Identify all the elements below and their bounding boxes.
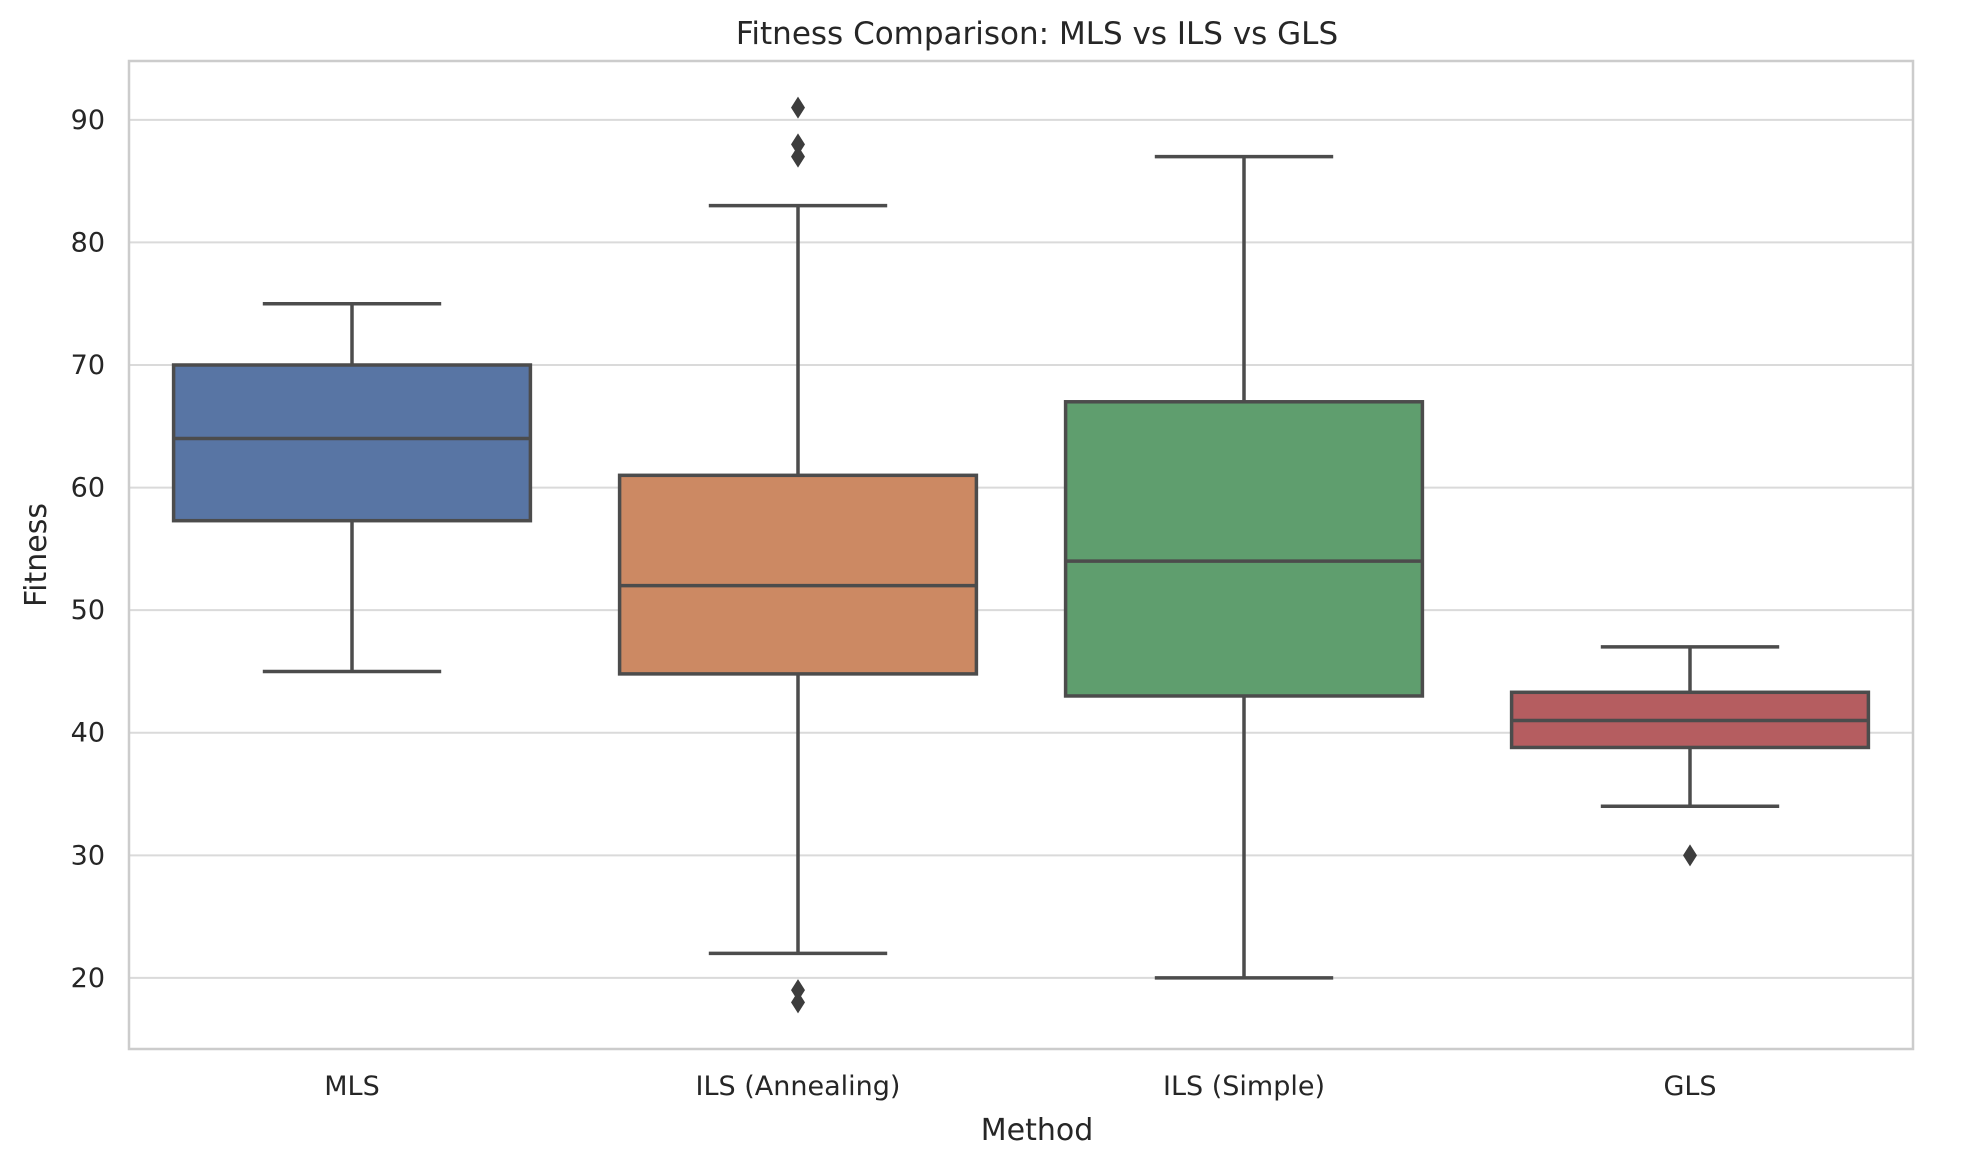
grid — [129, 118, 1913, 979]
boxes — [171, 96, 1871, 1014]
outlier-point — [791, 133, 805, 156]
outlier-point — [791, 145, 805, 168]
box-group — [1063, 154, 1425, 980]
outlier-point — [1683, 844, 1697, 867]
box-group — [617, 96, 979, 1014]
outlier-point — [791, 96, 805, 119]
x-tick-label: GLS — [1663, 1071, 1716, 1102]
x-tick-label: ILS (Simple) — [1163, 1071, 1325, 1102]
y-tick-label: 40 — [71, 718, 105, 749]
box — [617, 473, 979, 676]
plot-frame — [127, 59, 1915, 1051]
box-group — [171, 301, 533, 674]
box — [171, 363, 533, 523]
y-tick-label: 80 — [71, 227, 105, 258]
box-group — [1509, 645, 1871, 867]
y-tick-label: 90 — [71, 105, 105, 136]
y-tick-label: 60 — [71, 473, 105, 504]
outlier-point — [791, 991, 805, 1014]
y-axis-label: Fitness — [19, 503, 54, 607]
y-tick-label: 30 — [71, 840, 105, 871]
y-axis: 20 30 40 50 60 70 80 90 — [71, 105, 105, 994]
box — [1063, 400, 1425, 698]
y-tick-label: 70 — [71, 350, 105, 381]
y-tick-label: 20 — [71, 963, 105, 994]
chart-title: Fitness Comparison: MLS vs ILS vs GLS — [736, 16, 1338, 52]
outlier-point — [791, 979, 805, 1002]
x-axis: MLS ILS (Annealing) ILS (Simple) GLS — [324, 1071, 1716, 1102]
y-tick-label: 50 — [71, 595, 105, 626]
x-tick-label: ILS (Annealing) — [696, 1071, 901, 1102]
x-tick-label: MLS — [324, 1071, 379, 1102]
x-axis-label: Method — [981, 1113, 1094, 1148]
